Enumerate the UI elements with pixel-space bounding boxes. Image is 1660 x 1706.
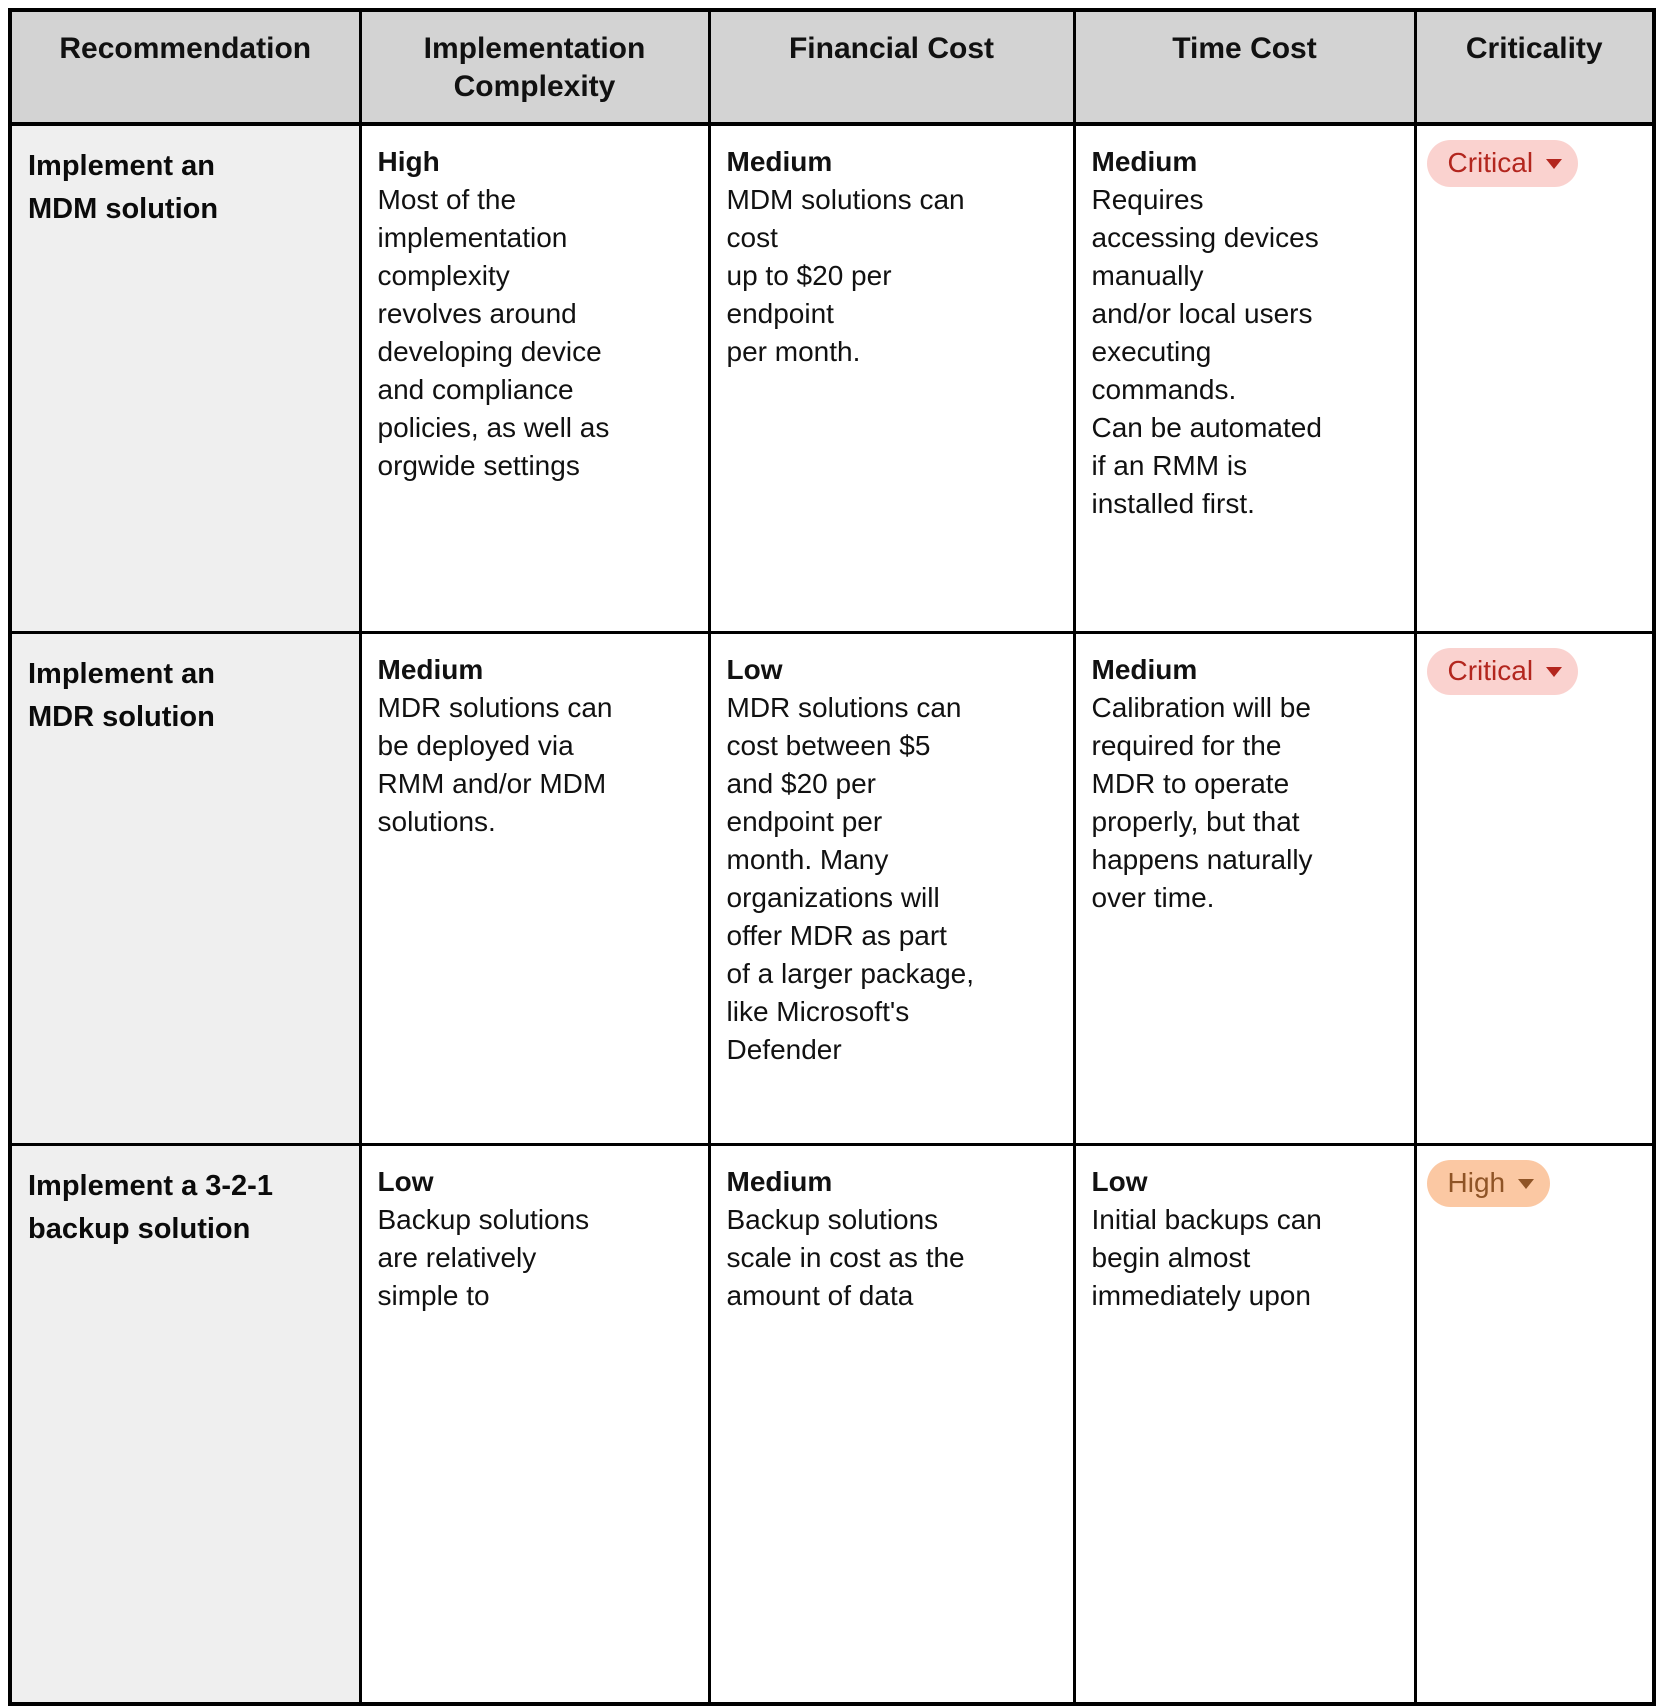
chevron-down-icon	[1546, 159, 1563, 169]
recommendation-title: Implement a 3-2-1 backup solution	[8, 1142, 362, 1706]
column-header-criticality: Criticality	[1413, 8, 1656, 126]
criticality-label: Critical	[1447, 147, 1534, 178]
time-cost-level: Medium	[1091, 146, 1198, 177]
financial-cost-detail: Backup solutions scale in cost as the am…	[726, 1203, 965, 1311]
implementation-complexity-cell: Low Backup solutions are relatively simp…	[358, 1142, 711, 1706]
recommendation-title: Implement an MDM solution	[8, 122, 362, 634]
complexity-level: High	[377, 146, 440, 177]
table-row: Implement an MDR solution Medium MDR sol…	[8, 630, 1656, 1146]
financial-cost-level: Medium	[726, 1165, 833, 1197]
chevron-down-icon	[1546, 666, 1563, 677]
criticality-cell: Critical	[1413, 630, 1656, 1146]
criticality-dropdown[interactable]: High	[1426, 1159, 1551, 1207]
column-header-recommendation: Recommendation	[8, 8, 362, 126]
financial-cost-detail: MDM solutions can cost up to $20 per end…	[726, 184, 965, 367]
criticality-dropdown[interactable]: Critical	[1426, 140, 1579, 187]
table-row: Implement a 3-2-1 backup solution Low Ba…	[8, 1142, 1656, 1706]
time-cost-detail: Calibration will be required for the MDR…	[1091, 691, 1313, 913]
table-row: Implement an MDM solution High Most of t…	[8, 122, 1656, 634]
recommendations-table-container: Recommendation Implementation Complexity…	[8, 8, 1656, 1706]
complexity-detail: MDR solutions can be deployed via RMM an…	[377, 691, 613, 837]
implementation-complexity-cell: High Most of the implementation complexi…	[358, 122, 711, 634]
time-cost-cell: Medium Calibration will be required for …	[1072, 630, 1417, 1146]
time-cost-cell: Low Initial backups can begin almost imm…	[1072, 1142, 1417, 1706]
time-cost-level: Medium	[1091, 653, 1198, 685]
complexity-detail: Most of the implementation complexity re…	[377, 184, 610, 481]
criticality-label: Critical	[1447, 654, 1534, 686]
financial-cost-cell: Medium MDM solutions can cost up to $20 …	[707, 122, 1076, 634]
column-header-implementation-complexity: Implementation Complexity	[358, 8, 711, 126]
implementation-complexity-cell: Medium MDR solutions can be deployed via…	[358, 630, 711, 1146]
header-row: Recommendation Implementation Complexity…	[8, 8, 1656, 126]
recommendations-table: Recommendation Implementation Complexity…	[8, 8, 1656, 1706]
chevron-down-icon	[1518, 1178, 1535, 1189]
complexity-level: Low	[377, 1165, 434, 1197]
financial-cost-level: Medium	[726, 146, 833, 177]
column-header-financial-cost: Financial Cost	[707, 8, 1076, 126]
complexity-level: Medium	[377, 653, 484, 685]
time-cost-detail: Initial backups can begin almost immedia…	[1091, 1203, 1322, 1311]
time-cost-detail: Requires accessing devices manually and/…	[1091, 184, 1322, 519]
criticality-dropdown[interactable]: Critical	[1426, 647, 1579, 695]
criticality-cell: High	[1413, 1142, 1656, 1706]
time-cost-level: Low	[1091, 1165, 1148, 1197]
recommendation-title: Implement an MDR solution	[8, 630, 362, 1146]
financial-cost-cell: Low MDR solutions can cost between $5 an…	[707, 630, 1076, 1146]
time-cost-cell: Medium Requires accessing devices manual…	[1072, 122, 1417, 634]
complexity-detail: Backup solutions are relatively simple t…	[377, 1203, 590, 1311]
column-header-time-cost: Time Cost	[1072, 8, 1417, 126]
criticality-label: High	[1447, 1166, 1506, 1198]
financial-cost-cell: Medium Backup solutions scale in cost as…	[707, 1142, 1076, 1706]
criticality-cell: Critical	[1413, 122, 1656, 634]
financial-cost-detail: MDR solutions can cost between $5 and $2…	[726, 691, 975, 1065]
financial-cost-level: Low	[726, 653, 783, 685]
